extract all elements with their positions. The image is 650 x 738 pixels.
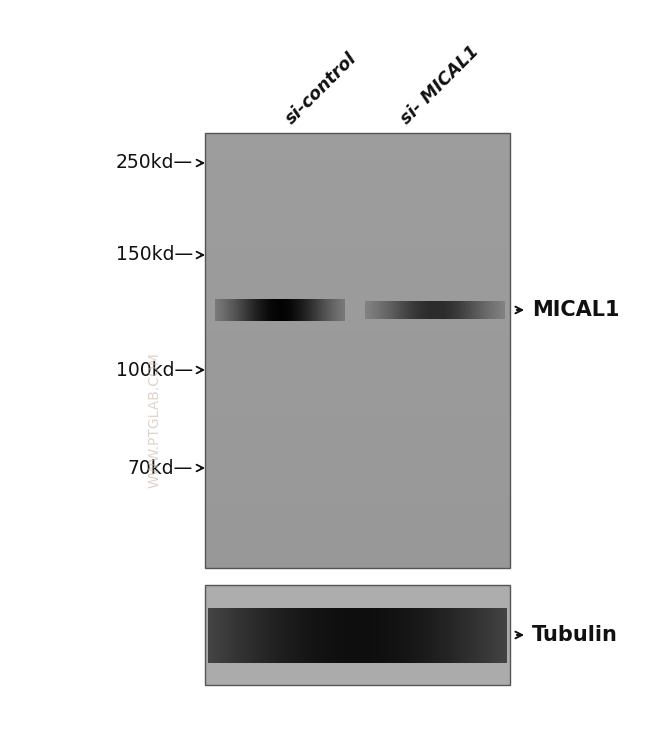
Text: WWW.PTGLAB.COM: WWW.PTGLAB.COM	[148, 352, 162, 488]
Text: MICAL1: MICAL1	[532, 300, 619, 320]
Text: si-control: si-control	[282, 49, 361, 128]
Bar	[205, 585, 510, 685]
Text: 100kd—: 100kd—	[116, 360, 193, 379]
Text: 250kd—: 250kd—	[116, 154, 193, 173]
Text: si- MICAL1: si- MICAL1	[397, 43, 483, 128]
Text: 70kd—: 70kd—	[128, 458, 193, 477]
Bar	[205, 133, 510, 568]
Text: 150kd—: 150kd—	[116, 246, 193, 264]
Text: Tubulin: Tubulin	[532, 625, 618, 645]
